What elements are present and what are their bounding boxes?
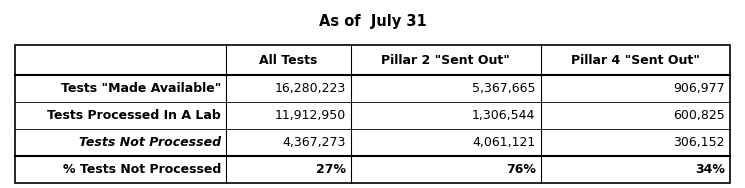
Text: Tests "Made Available": Tests "Made Available" <box>60 82 221 95</box>
Text: Pillar 4 "Sent Out": Pillar 4 "Sent Out" <box>571 54 700 67</box>
Text: 1,306,544: 1,306,544 <box>472 109 536 122</box>
Text: 306,152: 306,152 <box>673 136 725 149</box>
Text: 906,977: 906,977 <box>673 82 725 95</box>
Text: Tests Processed In A Lab: Tests Processed In A Lab <box>47 109 221 122</box>
Text: 600,825: 600,825 <box>673 109 725 122</box>
Text: 27%: 27% <box>316 163 346 176</box>
Text: 34%: 34% <box>695 163 725 176</box>
Text: 5,367,665: 5,367,665 <box>472 82 536 95</box>
Bar <box>15 45 730 183</box>
Text: Tests Not Processed: Tests Not Processed <box>79 136 221 149</box>
Text: 76%: 76% <box>506 163 536 176</box>
Text: 11,912,950: 11,912,950 <box>275 109 346 122</box>
Text: As of  July 31: As of July 31 <box>319 14 426 29</box>
Text: 16,280,223: 16,280,223 <box>275 82 346 95</box>
Text: 4,367,273: 4,367,273 <box>282 136 346 149</box>
Text: Pillar 2 "Sent Out": Pillar 2 "Sent Out" <box>381 54 510 67</box>
Text: All Tests: All Tests <box>259 54 317 67</box>
Text: 4,061,121: 4,061,121 <box>472 136 536 149</box>
Text: % Tests Not Processed: % Tests Not Processed <box>63 163 221 176</box>
